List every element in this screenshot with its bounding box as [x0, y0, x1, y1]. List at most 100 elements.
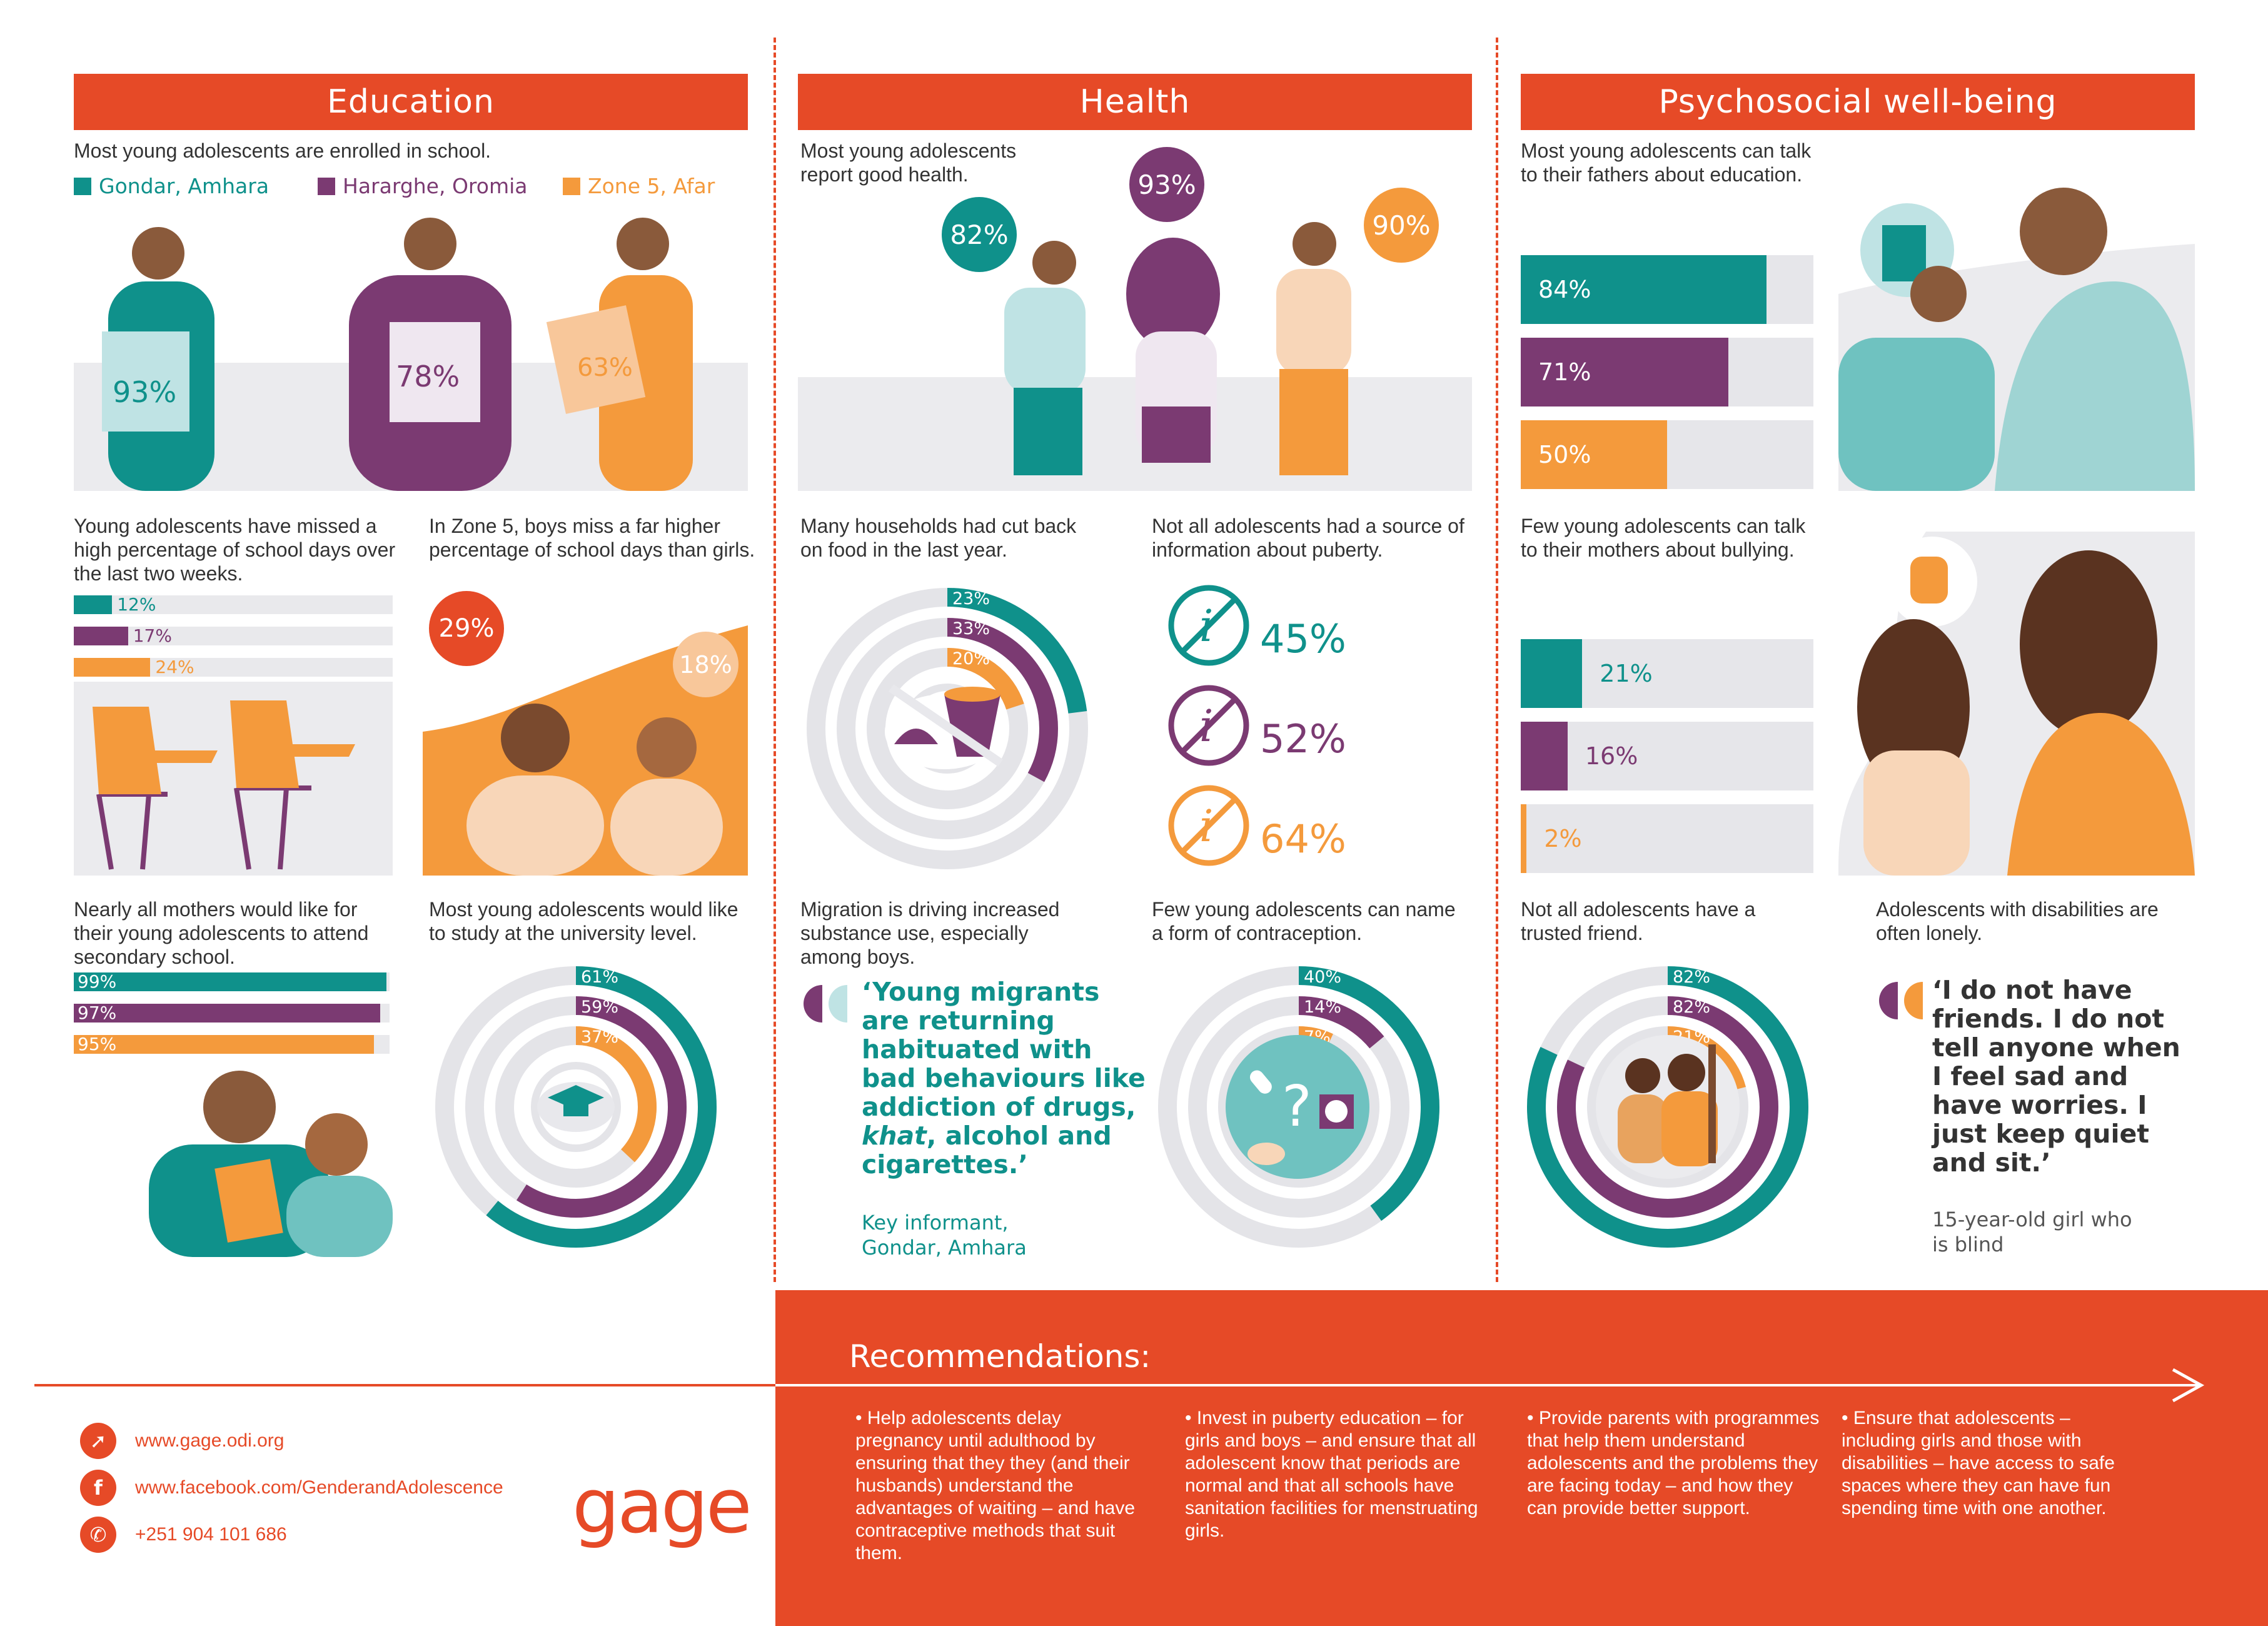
recommendations-title: Recommendations: — [849, 1338, 1151, 1375]
food-ring-label: 23% — [952, 589, 990, 608]
mothers-bullying-bar — [1521, 722, 1568, 790]
figure-doctor — [1004, 241, 1086, 475]
no-info-icon: i — [1162, 779, 1256, 876]
enrolled-text: Most young adolescents are enrolled in s… — [74, 139, 491, 162]
mothers-secondary-label: 97% — [78, 1002, 117, 1023]
food-text: Many households had cut back on food in … — [800, 515, 1077, 561]
fathers-track: 84% — [1521, 255, 1813, 324]
figure-hijab — [1126, 238, 1220, 463]
health-header: Health — [798, 74, 1472, 130]
website-link[interactable]: ➚ www.gage.odi.org — [80, 1423, 284, 1459]
phone-link[interactable]: ✆ +251 904 101 686 — [80, 1517, 287, 1553]
health-figures — [1004, 222, 1351, 475]
recommendation-2: • Invest in puberty education – for girl… — [1185, 1408, 1478, 1541]
zone5-text: In Zone 5, boys miss a far higher percen… — [429, 515, 755, 561]
food-ring-label: 20% — [952, 649, 990, 669]
missed-label: 17% — [133, 625, 172, 646]
fathers-label: 84% — [1538, 276, 1591, 303]
fathers-text: Most young adolescents can talk to their… — [1521, 139, 1812, 186]
good-health-bubble-hararghe: 93% — [1129, 147, 1204, 222]
good-health-bubble-gondar: 82% — [942, 197, 1017, 272]
fathers-bar — [1521, 255, 1767, 324]
svg-text:?: ? — [1282, 1074, 1312, 1139]
fathers-track: 71% — [1521, 338, 1813, 406]
figure-zone5 — [546, 218, 693, 491]
legend-hararghe: Hararghe, Oromia — [318, 174, 528, 198]
friend-ring-arc — [1557, 996, 1778, 1218]
mothers-bullying-bar — [1521, 639, 1583, 708]
friends-icon — [1593, 1032, 1743, 1182]
column-divider-1 — [774, 38, 776, 1282]
contraception-ring-arc — [1188, 996, 1409, 1218]
puberty-pct: 45% — [1260, 616, 1346, 662]
lonely-quote-icon — [1876, 979, 1926, 1026]
zone5-boys-bubble: 29% — [429, 591, 504, 666]
svg-text:i: i — [1199, 800, 1213, 852]
good-health-bubble-zone5: 90% — [1364, 188, 1439, 263]
figure-hararghe — [349, 218, 512, 491]
fathers-bar — [1521, 420, 1667, 489]
university-rings: 61% 59% 37% — [435, 966, 717, 1248]
university-ring-label: 59% — [581, 997, 618, 1017]
missed-bar — [74, 595, 113, 614]
friend-ring-label: 82% — [1673, 967, 1710, 987]
migration-quote-icon — [800, 982, 850, 1029]
enrolled-figures — [102, 218, 693, 491]
missed-label: 12% — [117, 594, 156, 615]
no-info-icon: i — [1162, 679, 1256, 775]
timeline-arrow — [34, 1368, 2205, 1403]
fathers-label: 50% — [1538, 441, 1591, 468]
good-health-text: Most young adolescents report good healt… — [800, 139, 1017, 186]
enrolled-pct-zone5: 63% — [577, 353, 633, 382]
lonely-text: Adolescents with disabilities are often … — [1876, 898, 2159, 944]
column-divider-2 — [1496, 38, 1498, 1282]
university-ring-arc — [465, 996, 687, 1218]
figure-gondar — [102, 227, 214, 491]
legend-swatch-teal — [74, 177, 91, 195]
mothers-bullying-track: 2% — [1521, 804, 1813, 873]
mothers-bullying-text: Few young adolescents can talk to their … — [1521, 515, 1806, 561]
school-desks-illustration — [74, 682, 393, 876]
friend-text: Not all adolescents have a trusted frien… — [1521, 898, 1756, 944]
legend-zone5: Zone 5, Afar — [563, 174, 715, 198]
missed-track: 12% — [74, 595, 393, 614]
missed-bar — [74, 658, 151, 677]
contraception-text: Few young adolescents can name a form of… — [1152, 898, 1456, 944]
lonely-attribution: 15-year-old girl who is blind — [1932, 1208, 2132, 1256]
puberty-text: Not all adolescents had a source of info… — [1152, 515, 1464, 561]
missed-label: 24% — [155, 657, 194, 677]
contraception-ring-label: 40% — [1304, 967, 1341, 987]
mothers-secondary-bar — [74, 972, 386, 991]
missed-track: 24% — [74, 658, 393, 677]
mothers-secondary-label: 99% — [78, 971, 117, 992]
education-header: Education — [74, 74, 748, 130]
legend-swatch-orange — [563, 177, 580, 195]
facebook-link[interactable]: f www.facebook.com/GenderandAdolescence — [80, 1470, 503, 1506]
contraception-icon: ? — [1222, 1032, 1373, 1182]
enrolled-pct-hararghe: 78% — [396, 360, 460, 393]
mothers-secondary-text: Nearly all mothers would like for their … — [74, 898, 369, 968]
father-daughter-illustration — [1838, 144, 2195, 491]
mothers-bullying-track: 16% — [1521, 722, 1813, 790]
mothers-bullying-track: 21% — [1521, 639, 1813, 708]
psychosocial-header: Psychosocial well-being — [1521, 74, 2195, 130]
migration-text: Migration is driving increased substance… — [800, 898, 1060, 968]
phone-icon: ✆ — [80, 1517, 116, 1553]
migration-quote: ‘Young migrants are returning habituated… — [862, 977, 1146, 1179]
send-arrow-icon: ➚ — [80, 1423, 116, 1459]
fathers-track: 50% — [1521, 420, 1813, 489]
friend-ring-label: 82% — [1673, 997, 1710, 1017]
fathers-bar — [1521, 338, 1729, 406]
puberty-pct: 64% — [1260, 816, 1346, 862]
mothers-bullying-label: 16% — [1585, 742, 1638, 770]
zone5-girls-bubble: 18% — [673, 632, 738, 697]
mothers-secondary-bar — [74, 1035, 374, 1054]
university-ring-arc — [435, 966, 717, 1248]
university-ring-label: 61% — [581, 967, 618, 987]
svg-text:i: i — [1199, 700, 1213, 752]
legend-gondar: Gondar, Amhara — [74, 174, 269, 198]
mother-child-illustration — [74, 1069, 393, 1257]
recommendation-1: • Help adolescents delay pregnancy until… — [855, 1408, 1135, 1563]
missed-track: 17% — [74, 627, 393, 645]
missed-bar — [74, 627, 128, 645]
